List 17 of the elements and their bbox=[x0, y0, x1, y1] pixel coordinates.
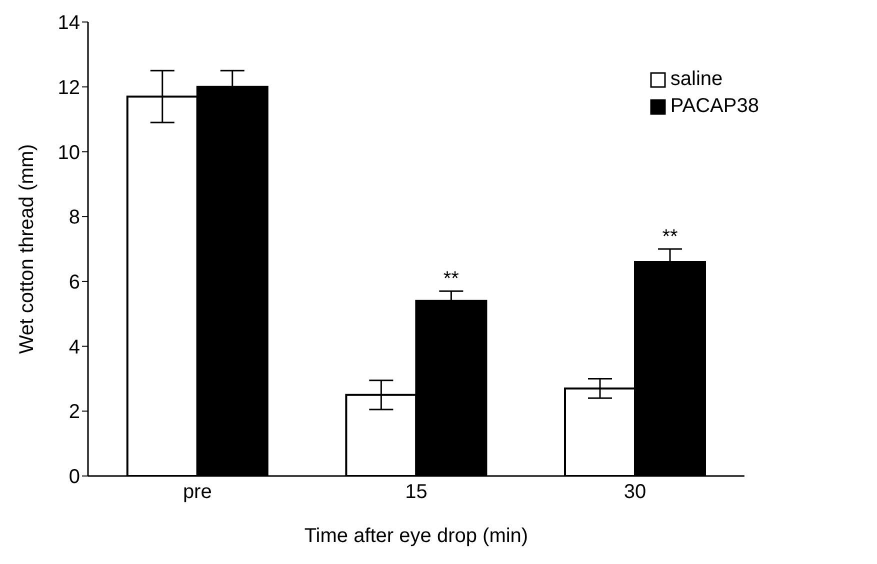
y-tick-label: 8 bbox=[68, 206, 80, 229]
x-tick-label: 30 bbox=[624, 481, 646, 504]
y-axis-title: Wet cotton thread (mm) bbox=[16, 144, 38, 354]
y-tick-label: 0 bbox=[68, 466, 80, 488]
y-tick-label: 2 bbox=[68, 401, 80, 424]
y-tick-label: 12 bbox=[58, 76, 80, 99]
x-tick-label: pre bbox=[182, 481, 212, 504]
x-tick-label: 15 bbox=[405, 481, 428, 504]
x-axis-title: Time after eye drop (min) bbox=[304, 525, 528, 548]
y-tick-label: 10 bbox=[58, 142, 80, 164]
annotation: ** bbox=[662, 226, 678, 248]
y-tick-label: 6 bbox=[68, 272, 80, 294]
legend-label: PACAP38 bbox=[670, 95, 759, 118]
legend-label: saline bbox=[670, 68, 723, 91]
y-tick-label: 4 bbox=[68, 336, 80, 358]
y-tick-label: 14 bbox=[58, 12, 80, 34]
annotation: ** bbox=[443, 268, 460, 290]
